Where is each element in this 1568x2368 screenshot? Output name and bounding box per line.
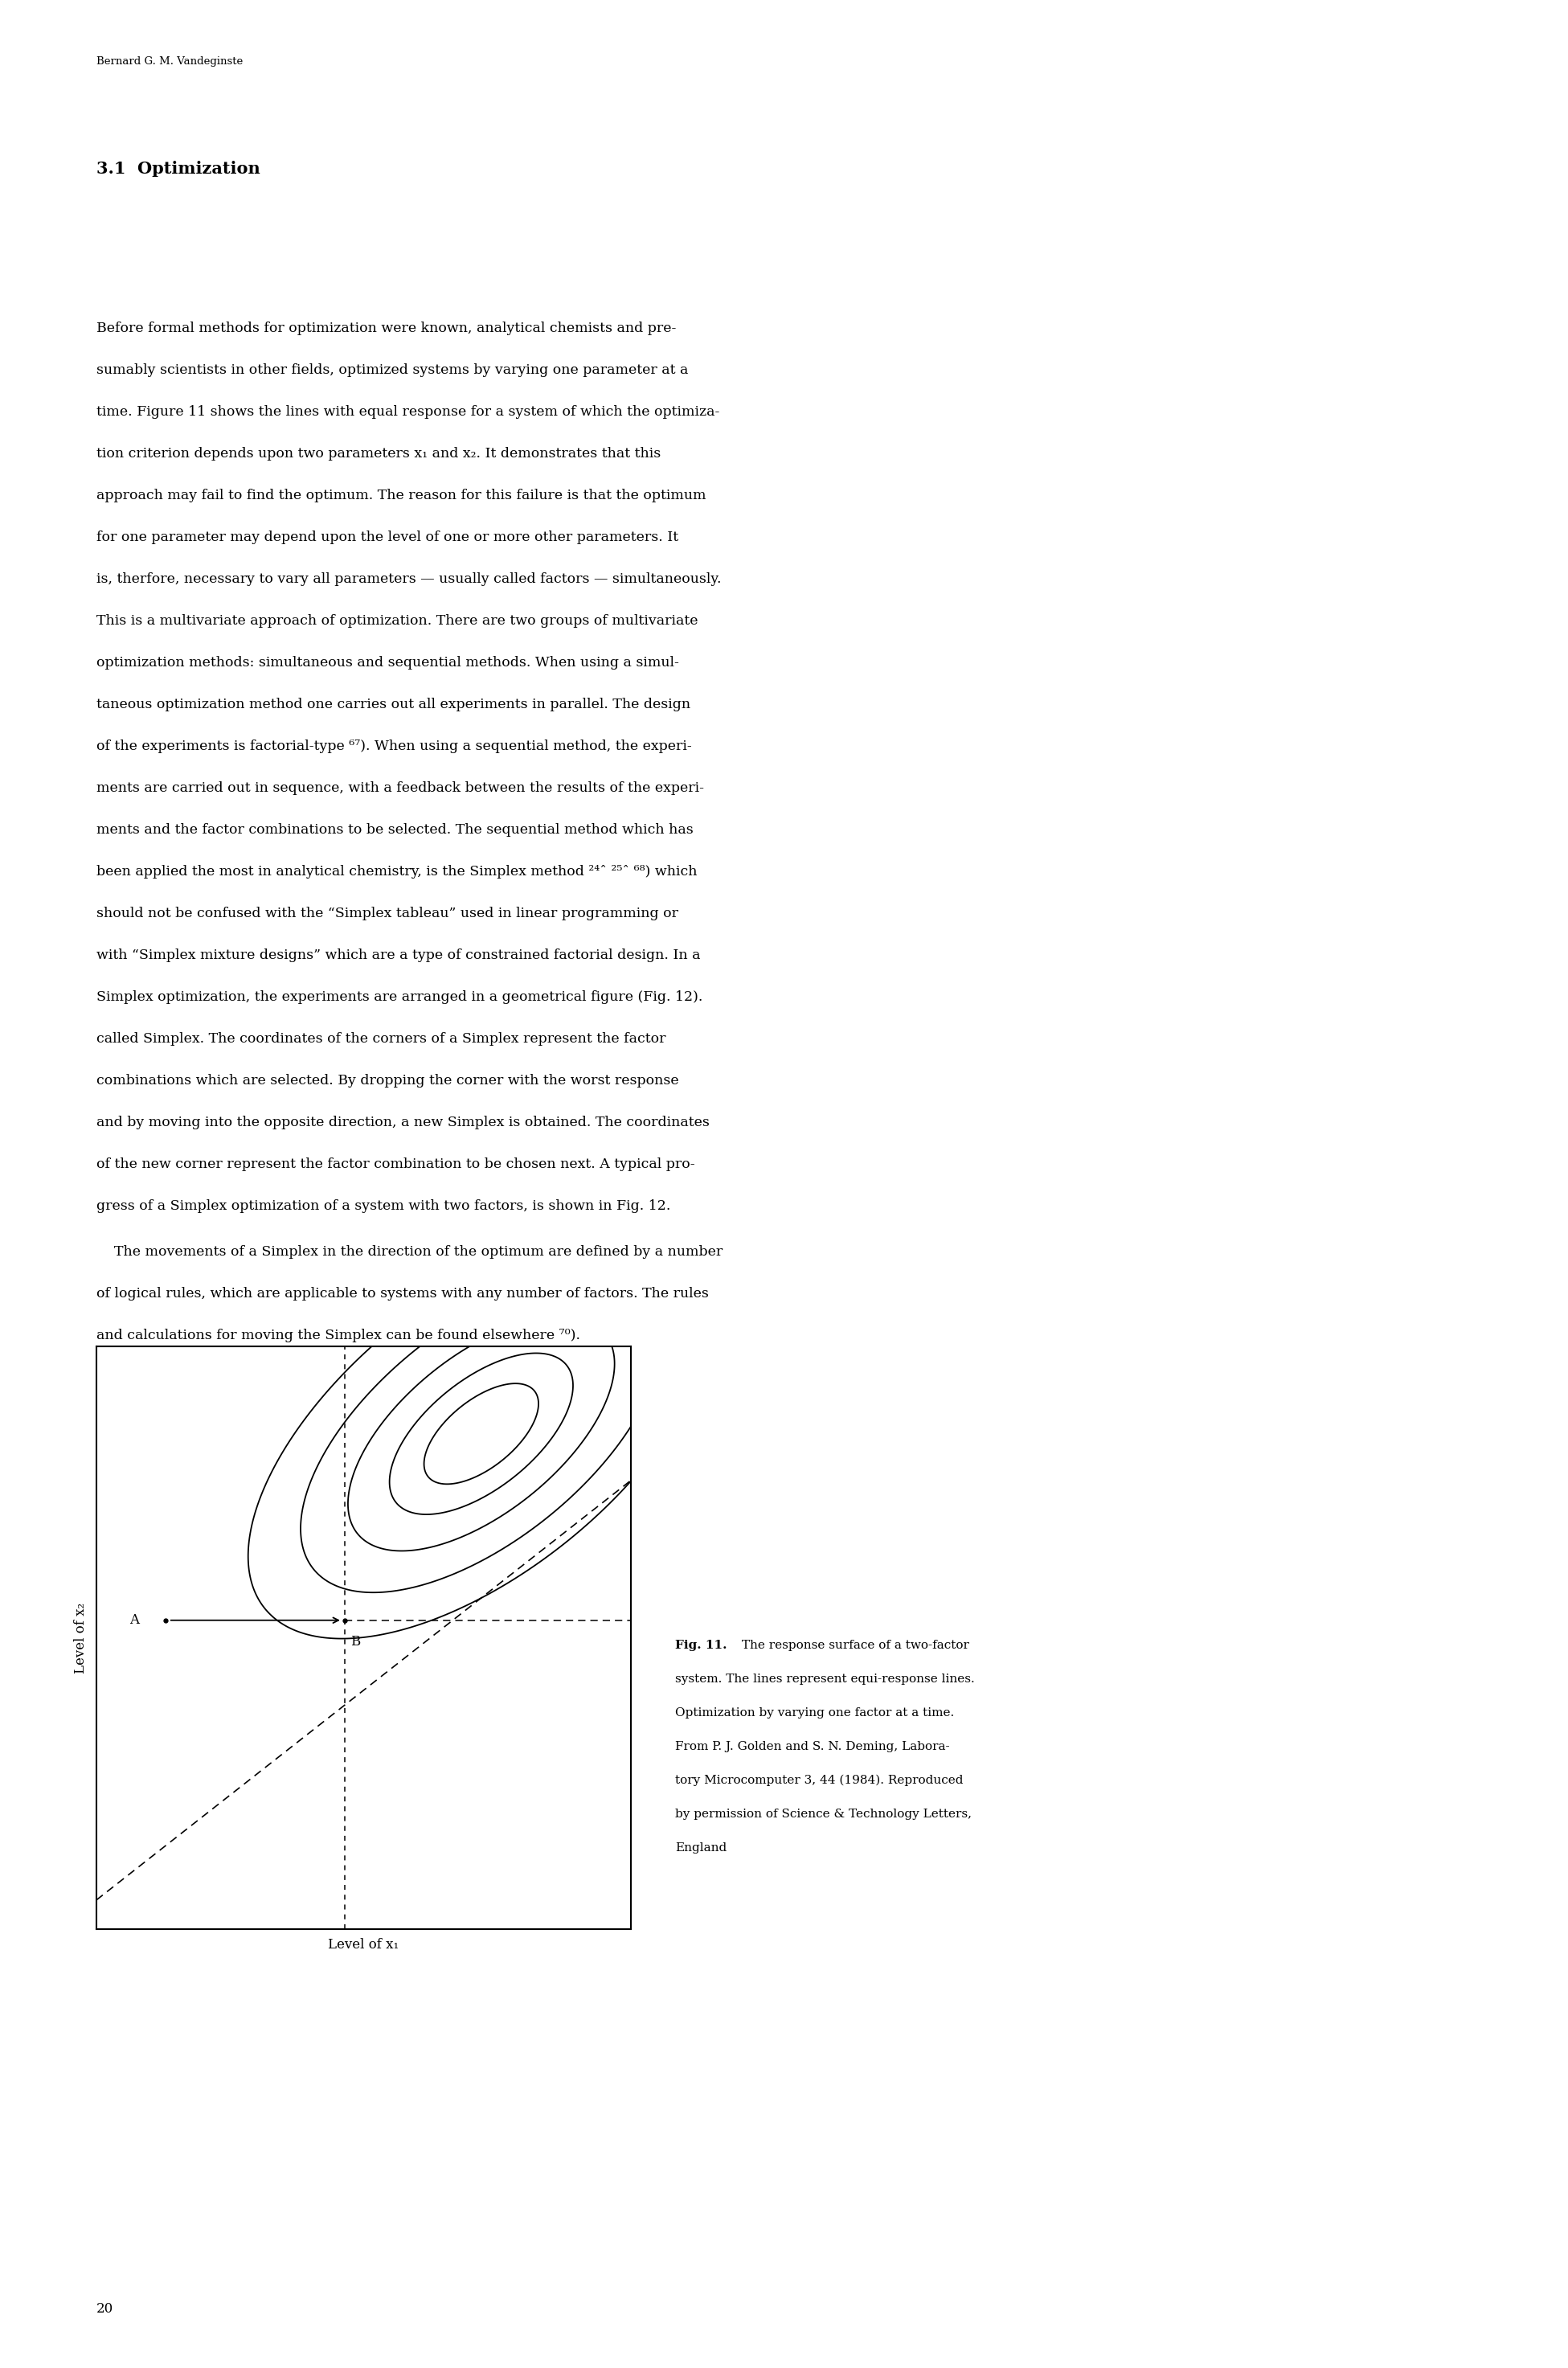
Text: of the new corner represent the factor combination to be chosen next. A typical : of the new corner represent the factor c…	[97, 1158, 695, 1172]
Text: approach may fail to find the optimum. The reason for this failure is that the o: approach may fail to find the optimum. T…	[97, 488, 706, 502]
Text: of logical rules, which are applicable to systems with any number of factors. Th: of logical rules, which are applicable t…	[97, 1286, 709, 1300]
Y-axis label: Level of x₂: Level of x₂	[74, 1603, 88, 1674]
Text: and by moving into the opposite direction, a new Simplex is obtained. The coordi: and by moving into the opposite directio…	[97, 1115, 710, 1130]
Text: by permission of Science & Technology Letters,: by permission of Science & Technology Le…	[676, 1809, 972, 1819]
Text: The movements of a Simplex in the direction of the optimum are defined by a numb: The movements of a Simplex in the direct…	[97, 1246, 723, 1260]
Text: for one parameter may depend upon the level of one or more other parameters. It: for one parameter may depend upon the le…	[97, 530, 679, 545]
Text: and calculations for moving the Simplex can be found elsewhere ⁷⁰).: and calculations for moving the Simplex …	[97, 1328, 580, 1343]
Text: tory Microcomputer 3, 44 (1984). Reproduced: tory Microcomputer 3, 44 (1984). Reprodu…	[676, 1774, 963, 1785]
Text: optimization methods: simultaneous and sequential methods. When using a simul-: optimization methods: simultaneous and s…	[97, 656, 679, 670]
Text: Bernard G. M. Vandeginste: Bernard G. M. Vandeginste	[97, 57, 243, 66]
Text: been applied the most in analytical chemistry, is the Simplex method ²⁴ˆ ²⁵ˆ ⁶⁸): been applied the most in analytical chem…	[97, 864, 698, 879]
Text: taneous optimization method one carries out all experiments in parallel. The des: taneous optimization method one carries …	[97, 699, 690, 710]
Text: England: England	[676, 1842, 726, 1854]
Text: 3.1  Optimization: 3.1 Optimization	[97, 161, 260, 178]
Text: B: B	[350, 1634, 361, 1648]
Text: called Simplex. The coordinates of the corners of a Simplex represent the factor: called Simplex. The coordinates of the c…	[97, 1032, 666, 1047]
Text: Before formal methods for optimization were known, analytical chemists and pre-: Before formal methods for optimization w…	[97, 322, 676, 336]
Text: tion criterion depends upon two parameters x₁ and x₂. It demonstrates that this: tion criterion depends upon two paramete…	[97, 448, 660, 462]
Text: The response surface of a two-factor: The response surface of a two-factor	[739, 1639, 969, 1650]
Text: of the experiments is factorial-type ⁶⁷). When using a sequential method, the ex: of the experiments is factorial-type ⁶⁷)…	[97, 739, 691, 753]
Text: should not be confused with the “Simplex tableau” used in linear programming or: should not be confused with the “Simplex…	[97, 907, 679, 921]
X-axis label: Level of x₁: Level of x₁	[328, 1937, 400, 1951]
Text: with “Simplex mixture designs” which are a type of constrained factorial design.: with “Simplex mixture designs” which are…	[97, 950, 701, 961]
Text: A: A	[130, 1613, 140, 1627]
Text: Optimization by varying one factor at a time.: Optimization by varying one factor at a …	[676, 1707, 955, 1719]
Text: Simplex optimization, the experiments are arranged in a geometrical figure (Fig.: Simplex optimization, the experiments ar…	[97, 990, 702, 1004]
Text: is, therfore, necessary to vary all parameters — usually called factors — simult: is, therfore, necessary to vary all para…	[97, 573, 721, 585]
Text: 20: 20	[97, 2302, 113, 2316]
Text: time. Figure 11 shows the lines with equal response for a system of which the op: time. Figure 11 shows the lines with equ…	[97, 405, 720, 419]
Text: From P. J. Golden and S. N. Deming, Labora-: From P. J. Golden and S. N. Deming, Labo…	[676, 1740, 950, 1752]
Text: gress of a Simplex optimization of a system with two factors, is shown in Fig. 1: gress of a Simplex optimization of a sys…	[97, 1198, 671, 1212]
Text: This is a multivariate approach of optimization. There are two groups of multiva: This is a multivariate approach of optim…	[97, 613, 698, 628]
Text: system. The lines represent equi-response lines.: system. The lines represent equi-respons…	[676, 1674, 975, 1684]
Text: combinations which are selected. By dropping the corner with the worst response: combinations which are selected. By drop…	[97, 1073, 679, 1087]
Text: Fig. 11.: Fig. 11.	[676, 1639, 728, 1650]
Text: ments and the factor combinations to be selected. The sequential method which ha: ments and the factor combinations to be …	[97, 824, 693, 836]
Text: ments are carried out in sequence, with a feedback between the results of the ex: ments are carried out in sequence, with …	[97, 781, 704, 796]
Text: sumably scientists in other fields, optimized systems by varying one parameter a: sumably scientists in other fields, opti…	[97, 362, 688, 377]
